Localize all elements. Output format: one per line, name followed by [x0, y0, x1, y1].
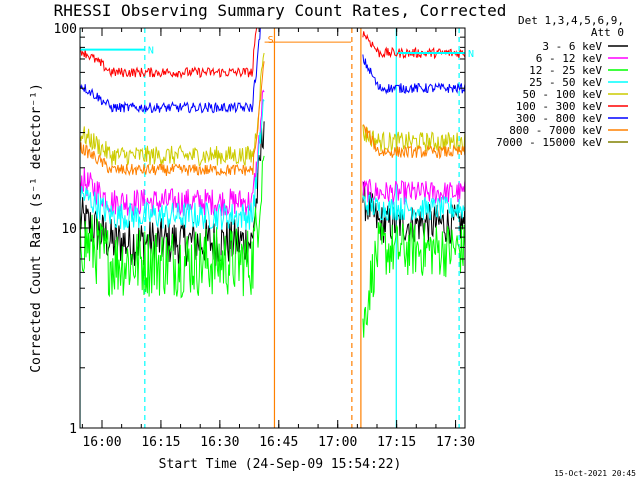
flag-label-2: S [268, 35, 274, 46]
x-tick-label-6: 17:30 [436, 435, 475, 450]
y-tick-label-0: 1 [69, 422, 77, 437]
series-2-trace-0 [80, 155, 265, 299]
legend-label-4: 50 - 100 keV [523, 88, 603, 101]
legend-label-5: 100 - 300 keV [516, 100, 602, 113]
legend-label-2: 12 - 25 keV [529, 64, 602, 77]
series-6 [80, 28, 465, 114]
legend-header-1: Att 0 [591, 26, 624, 39]
legend-header-0: Det 1,3,4,5,6,9, [518, 14, 624, 27]
y-tick-label-1: 10 [61, 222, 77, 237]
series-7 [80, 41, 465, 177]
series-7-trace-2 [362, 124, 465, 160]
series-4 [80, 52, 465, 167]
series-3-trace-1 [362, 193, 465, 221]
series-2 [80, 155, 465, 338]
x-tick-label-3: 16:45 [259, 435, 298, 450]
x-tick-label-2: 16:30 [200, 435, 239, 450]
chart-title: RHESSI Observing Summary Count Rates, Co… [54, 1, 507, 20]
legend-label-8: 7000 - 15000 keV [496, 136, 602, 149]
legend-label-7: 800 - 7000 keV [509, 124, 602, 137]
series-7-trace-0 [80, 61, 265, 177]
footer-date: 15-Oct-2021 20:45 [554, 469, 636, 478]
y-tick-label-2: 100 [54, 22, 77, 37]
x-tick-label-5: 17:15 [377, 435, 416, 450]
legend-label-3: 25 - 50 keV [529, 76, 602, 89]
x-tick-label-4: 17:00 [318, 435, 357, 450]
series-3 [80, 99, 465, 230]
x-axis-label: Start Time (24-Sep-09 15:54:22) [159, 457, 402, 472]
y-axis-label: Corrected Count Rate (s⁻¹ detector⁻¹) [29, 83, 44, 373]
series-4-trace-0 [80, 52, 265, 167]
series-1-trace-1 [362, 179, 465, 205]
plot-area [80, 28, 465, 428]
x-tick-label-1: 16:15 [141, 435, 180, 450]
axes: N N S 16:00 16:15 16:30 16:45 17:00 17:15 17:30 1 1… [54, 22, 476, 450]
series-6-trace-1 [362, 54, 465, 95]
series-5-trace-1 [362, 31, 465, 60]
legend-label-1: 6 - 12 keV [536, 52, 603, 65]
legend-label-0: 3 - 6 keV [542, 40, 602, 53]
series-6-trace-0 [80, 28, 261, 114]
series-4-trace-1 [362, 124, 465, 152]
flag-label-0: N [148, 46, 154, 57]
series-5 [80, 28, 465, 80]
series-3-trace-0 [80, 99, 265, 230]
x-tick-label-0: 16:00 [82, 435, 121, 450]
legend-label-6: 300 - 800 keV [516, 112, 602, 125]
series-5-trace-0 [80, 28, 258, 80]
series-2-trace-1 [362, 222, 465, 338]
flag-label-1: N [468, 49, 474, 60]
